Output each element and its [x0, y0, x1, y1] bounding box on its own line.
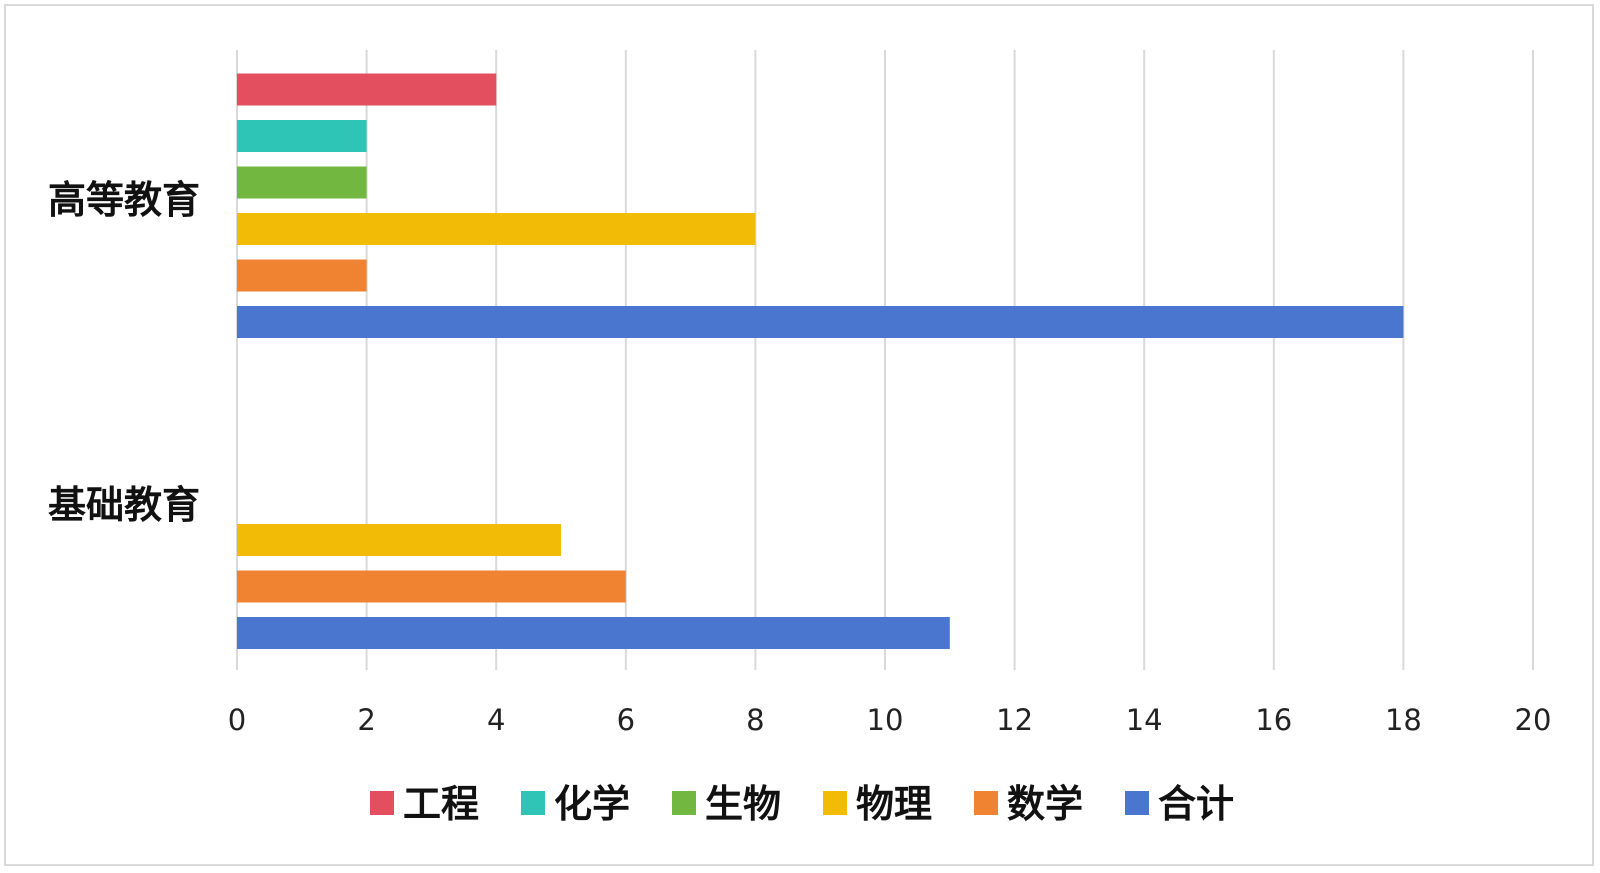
legend-label: 化学	[554, 782, 630, 826]
x-tick-label: 8	[746, 703, 764, 737]
bar	[237, 617, 950, 649]
category-label: 高等教育	[48, 178, 200, 222]
x-tick-label: 2	[357, 703, 375, 737]
x-tick-label: 18	[1385, 703, 1422, 737]
legend-swatch	[823, 791, 847, 815]
legend-label: 生物	[705, 782, 781, 826]
legend-swatch	[1125, 791, 1149, 815]
bar	[237, 570, 626, 603]
legend-label: 工程	[403, 782, 479, 826]
legend-swatch	[521, 791, 545, 815]
x-tick-label: 0	[228, 703, 246, 737]
bar	[237, 524, 561, 556]
x-tick-label: 4	[487, 703, 505, 737]
legend-label: 合计	[1158, 782, 1234, 826]
x-tick-label: 20	[1515, 703, 1552, 737]
x-tick-label: 10	[867, 703, 904, 737]
x-tick-label: 6	[617, 703, 635, 737]
bar	[237, 120, 367, 152]
bar	[237, 259, 367, 292]
bar	[237, 73, 497, 106]
legend-swatch	[672, 791, 696, 815]
legend-label: 数学	[1007, 782, 1083, 826]
category-label: 基础教育	[48, 483, 200, 527]
legend-label: 物理	[856, 782, 932, 826]
legend-swatch	[370, 791, 394, 815]
x-tick-label: 16	[1255, 703, 1292, 737]
bar	[237, 166, 367, 199]
bar	[237, 213, 756, 245]
bar	[237, 306, 1404, 338]
x-tick-label: 14	[1126, 703, 1163, 737]
x-tick-label: 12	[996, 703, 1033, 737]
legend-swatch	[974, 791, 998, 815]
